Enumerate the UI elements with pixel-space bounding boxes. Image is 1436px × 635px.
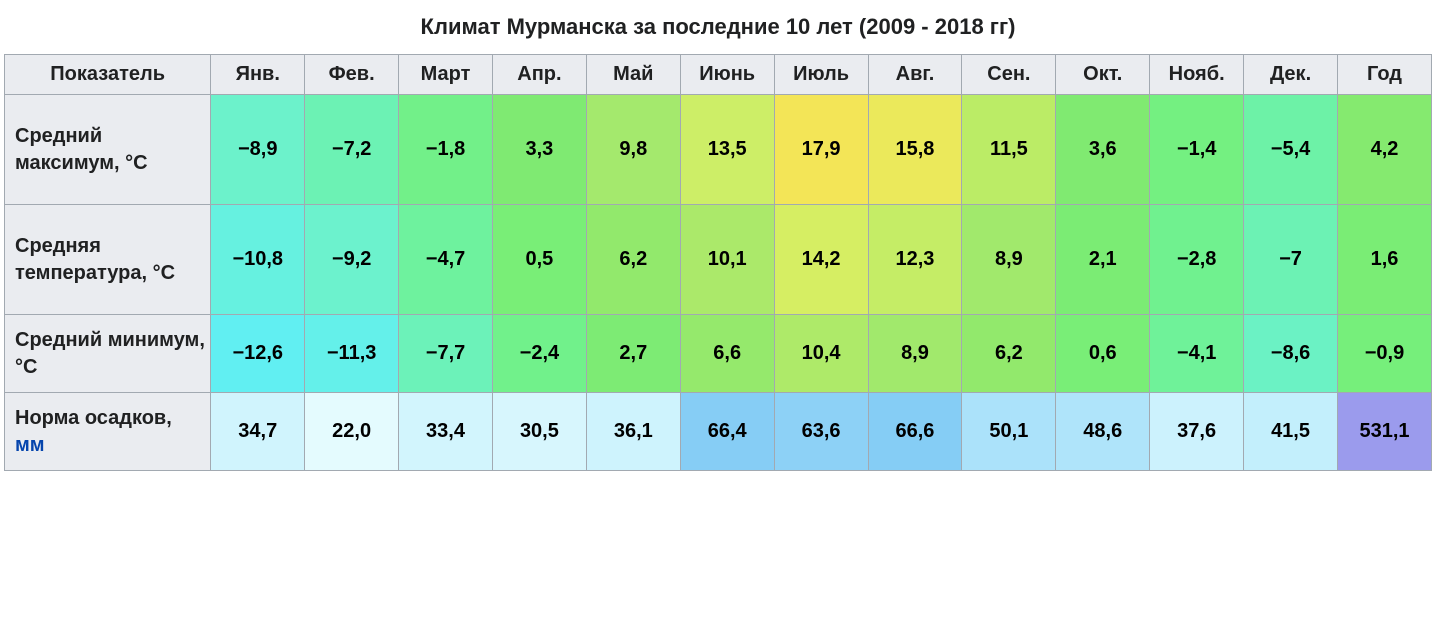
cell-month: −1,8: [399, 95, 493, 205]
cell-month: 3,3: [492, 95, 586, 205]
cell-month: −4,1: [1150, 315, 1244, 393]
col-apr: Апр.: [492, 55, 586, 95]
cell-month: 15,8: [868, 95, 962, 205]
col-jun: Июнь: [680, 55, 774, 95]
cell-year: 1,6: [1337, 205, 1431, 315]
cell-month: 37,6: [1150, 393, 1244, 471]
climate-table: Климат Мурманска за последние 10 лет (20…: [4, 4, 1432, 471]
header-row: Показатель Янв. Фев. Март Апр. Май Июнь …: [5, 55, 1432, 95]
cell-month: 36,1: [586, 393, 680, 471]
cell-month: 33,4: [399, 393, 493, 471]
col-mar: Март: [399, 55, 493, 95]
cell-month: 9,8: [586, 95, 680, 205]
cell-month: 50,1: [962, 393, 1056, 471]
cell-month: 6,2: [586, 205, 680, 315]
cell-month: −8,6: [1244, 315, 1338, 393]
cell-month: −9,2: [305, 205, 399, 315]
cell-year: 531,1: [1337, 393, 1431, 471]
col-year: Год: [1337, 55, 1431, 95]
cell-month: 41,5: [1244, 393, 1338, 471]
cell-month: 6,2: [962, 315, 1056, 393]
cell-month: 11,5: [962, 95, 1056, 205]
cell-month: −10,8: [211, 205, 305, 315]
row-label: Норма осадков, мм: [5, 393, 211, 471]
cell-month: −2,4: [492, 315, 586, 393]
col-feb: Фев.: [305, 55, 399, 95]
row-label: Средний минимум, °C: [5, 315, 211, 393]
cell-month: 0,6: [1056, 315, 1150, 393]
cell-month: 8,9: [962, 205, 1056, 315]
header-label: Показатель: [5, 55, 211, 95]
cell-month: −8,9: [211, 95, 305, 205]
cell-month: 34,7: [211, 393, 305, 471]
col-jul: Июль: [774, 55, 868, 95]
col-may: Май: [586, 55, 680, 95]
cell-month: 30,5: [492, 393, 586, 471]
table-row: Норма осадков, мм34,722,033,430,536,166,…: [5, 393, 1432, 471]
cell-month: 48,6: [1056, 393, 1150, 471]
col-aug: Авг.: [868, 55, 962, 95]
cell-month: 22,0: [305, 393, 399, 471]
cell-year: 4,2: [1337, 95, 1431, 205]
cell-month: −11,3: [305, 315, 399, 393]
cell-month: −5,4: [1244, 95, 1338, 205]
cell-year: −0,9: [1337, 315, 1431, 393]
cell-month: 14,2: [774, 205, 868, 315]
col-sep: Сен.: [962, 55, 1056, 95]
cell-month: 0,5: [492, 205, 586, 315]
cell-month: −7: [1244, 205, 1338, 315]
table-row: Средний максимум, °C−8,9−7,2−1,83,39,813…: [5, 95, 1432, 205]
cell-month: −12,6: [211, 315, 305, 393]
cell-month: 63,6: [774, 393, 868, 471]
cell-month: 3,6: [1056, 95, 1150, 205]
col-nov: Нояб.: [1150, 55, 1244, 95]
cell-month: −1,4: [1150, 95, 1244, 205]
table-row: Средняя температура, °C−10,8−9,2−4,70,56…: [5, 205, 1432, 315]
table-body: Средний максимум, °C−8,9−7,2−1,83,39,813…: [5, 95, 1432, 471]
unit-link[interactable]: мм: [15, 434, 45, 456]
cell-month: 6,6: [680, 315, 774, 393]
cell-month: 66,6: [868, 393, 962, 471]
cell-month: 12,3: [868, 205, 962, 315]
table-caption: Климат Мурманска за последние 10 лет (20…: [4, 4, 1432, 54]
table-row: Средний минимум, °C−12,6−11,3−7,7−2,42,7…: [5, 315, 1432, 393]
col-dec: Дек.: [1244, 55, 1338, 95]
cell-month: 13,5: [680, 95, 774, 205]
cell-month: −7,2: [305, 95, 399, 205]
cell-month: −7,7: [399, 315, 493, 393]
cell-month: 10,1: [680, 205, 774, 315]
row-label: Средний максимум, °C: [5, 95, 211, 205]
cell-month: 66,4: [680, 393, 774, 471]
cell-month: 2,1: [1056, 205, 1150, 315]
col-oct: Окт.: [1056, 55, 1150, 95]
cell-month: −2,8: [1150, 205, 1244, 315]
cell-month: 17,9: [774, 95, 868, 205]
cell-month: −4,7: [399, 205, 493, 315]
cell-month: 8,9: [868, 315, 962, 393]
cell-month: 10,4: [774, 315, 868, 393]
row-label: Средняя температура, °C: [5, 205, 211, 315]
col-jan: Янв.: [211, 55, 305, 95]
cell-month: 2,7: [586, 315, 680, 393]
